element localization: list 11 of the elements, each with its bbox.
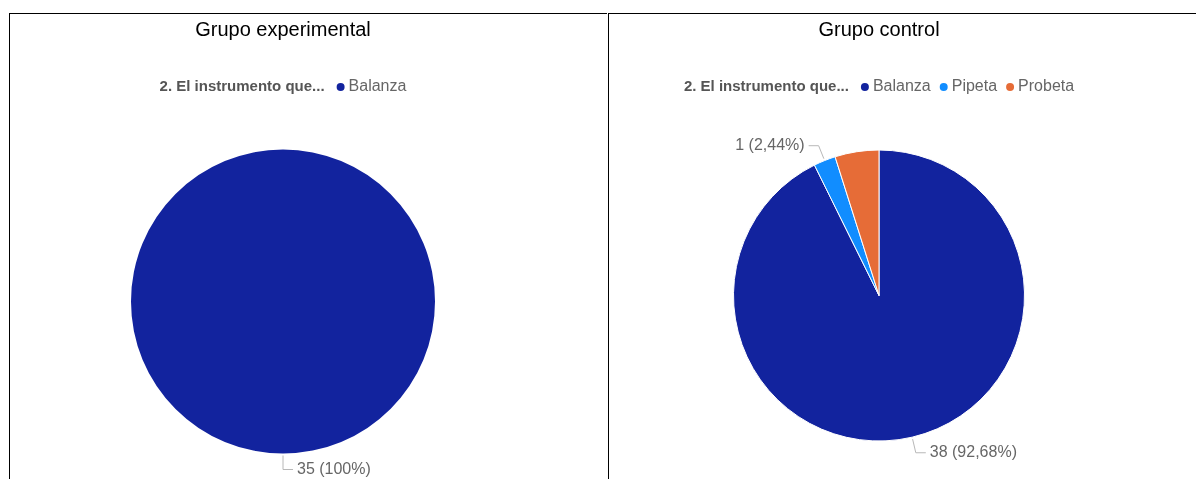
- legend-label: Balanza: [348, 77, 407, 95]
- legend-title: 2. El instrumento que...: [159, 77, 325, 95]
- data-label: 35 (100%): [297, 459, 371, 477]
- legend-label: Probeta: [1018, 77, 1075, 95]
- chart-title: Grupo control: [818, 17, 940, 40]
- legend-label: Pipeta: [951, 77, 998, 95]
- legend-title: 2. El instrumento que...: [683, 77, 849, 95]
- chart-title: Grupo experimental: [195, 17, 371, 40]
- legend-label: Balanza: [872, 77, 931, 95]
- data-label: 38 (92,68%): [929, 443, 1017, 461]
- data-label: 1 (2,44%): [735, 136, 805, 154]
